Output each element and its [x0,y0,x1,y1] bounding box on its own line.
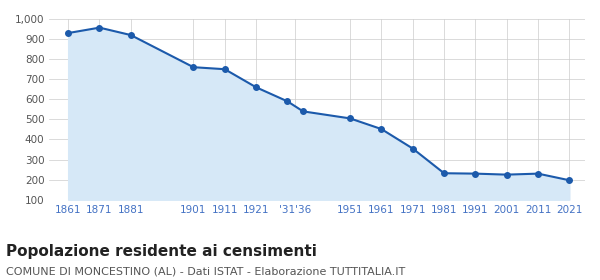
Text: Popolazione residente ai censimenti: Popolazione residente ai censimenti [6,244,317,259]
Text: COMUNE DI MONCESTINO (AL) - Dati ISTAT - Elaborazione TUTTITALIA.IT: COMUNE DI MONCESTINO (AL) - Dati ISTAT -… [6,266,405,276]
